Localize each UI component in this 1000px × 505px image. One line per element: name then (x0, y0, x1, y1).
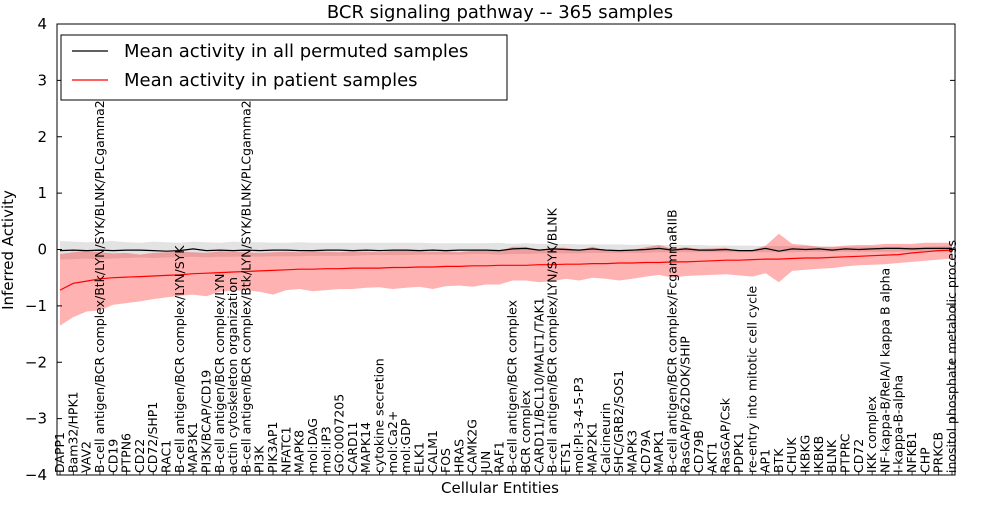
band-series-1 (60, 233, 952, 326)
category-label: B-cell antigen/BCR complex/LYN (212, 274, 227, 474)
category-label: HRAS (451, 439, 466, 473)
category-label: CD72/SHP1 (145, 402, 160, 473)
category-label: CHUK (784, 437, 799, 473)
category-label: RAC1 (159, 440, 174, 473)
line-series-0 (59, 247, 952, 252)
y-axis-label: Inferred Activity (0, 190, 17, 310)
legend-label-permuted: Mean activity in all permuted samples (124, 41, 468, 62)
chart-title: BCR signaling pathway -- 365 samples (327, 2, 673, 23)
y-tick-label: −3 (25, 410, 47, 428)
category-label: mol:Ca2+ (385, 411, 400, 473)
category-label: CD79B (691, 430, 706, 473)
y-tick-label: 0 (37, 241, 47, 259)
category-label: RAF1 (491, 441, 506, 473)
category-label: NFATC1 (278, 426, 293, 473)
category-label: JUN (478, 451, 493, 474)
y-tick-label: 4 (37, 15, 47, 33)
category-label: AKT1 (704, 442, 719, 473)
category-label: IKBKB (811, 436, 826, 473)
category-label: mol:DAG (305, 418, 320, 473)
category-label: CD72 (851, 439, 866, 473)
category-label: BLNK (824, 439, 839, 473)
category-label: mol:IP3 (318, 426, 333, 473)
category-label: PIK3AP1 (265, 422, 280, 473)
category-label: PTPN6 (119, 433, 134, 473)
category-label: CARD11 (345, 422, 360, 474)
category-label: Calcineurin (598, 403, 613, 473)
y-tick-label: −2 (25, 353, 47, 371)
category-label: MAP2K1 (585, 422, 600, 473)
lines-layer (59, 247, 953, 291)
y-tick-label: 3 (37, 71, 47, 89)
category-label: PTPRC (838, 433, 853, 473)
category-label: mol:GDP (398, 418, 413, 473)
category-label: MAPK3 (625, 430, 640, 473)
category-label: MAPK8 (292, 430, 307, 473)
category-label: AP1 (758, 449, 773, 473)
category-label: Bam32/HPK1 (65, 391, 80, 473)
category-label: SHC/GRB2/SOS1 (611, 370, 626, 473)
category-label: ELK1 (412, 442, 427, 473)
category-label: CHP (917, 447, 932, 473)
category-label: PDPK1 (731, 432, 746, 473)
category-label: CARD11/BCL10/MALT1/TAK1 (531, 297, 546, 473)
axes-layer: −4 −3 −2 −1 0 1 2 3 4 (25, 15, 956, 484)
category-label: CD22 (132, 439, 147, 473)
category-label: inositol phosphate metabolic process (944, 240, 959, 473)
legend-label-patient: Mean activity in patient samples (124, 70, 418, 91)
category-label: B-cell antigen/BCR complex (505, 300, 520, 473)
category-label: MAPK1 (651, 430, 666, 473)
category-label: I-kappa-B-alpha (891, 375, 906, 473)
y-tick-label: 2 (37, 128, 47, 146)
category-label: MAP3K1 (185, 422, 200, 473)
category-label: B-cell antigen/BCR complex/LYN/SYK (172, 245, 187, 473)
category-label: B-cell antigen/BCR complex/LYN/SYK/BLNK (545, 207, 560, 473)
category-label: ETS1 (558, 442, 573, 473)
category-label: PI3K/BCAP/CD19 (198, 370, 213, 473)
category-label: actin cytoskeleton organization (225, 277, 240, 473)
y-tick-label: 1 (37, 184, 47, 202)
y-tick-label: −4 (25, 466, 47, 484)
category-label: B-cell antigen/BCR complex/FcgammaRIIB (664, 209, 679, 473)
category-label: RasGAP/Csk (718, 397, 733, 473)
category-label: mol:PI-3-4-5-P3 (571, 377, 586, 473)
category-label: RasGAP/p62DOK/SHIP (678, 336, 693, 473)
category-label: BTK (771, 448, 786, 473)
y-tick-label: −1 (25, 297, 47, 315)
category-label: IKBKG (798, 435, 813, 473)
category-label: NFKB1 (904, 432, 919, 473)
category-label: cytokine secretion (372, 358, 387, 473)
category-label: MAPK14 (358, 422, 373, 473)
category-label: IKK complex (864, 396, 879, 473)
category-label: DAPP1 (52, 432, 67, 473)
category-label: B-cell antigen/BCR complex/Btk/LYN/SYK/B… (238, 100, 253, 473)
category-label: PRKCB (931, 432, 946, 473)
category-label: CD19 (105, 439, 120, 473)
legend: Mean activity in all permuted samples Me… (60, 34, 508, 101)
category-label: VAV2 (79, 441, 94, 473)
category-label: CD79A (638, 430, 653, 473)
x-axis-label: Cellular Entities (441, 479, 559, 497)
category-label: B-cell antigen/BCR complex/Btk/LYN/SYK/B… (92, 100, 107, 473)
category-label: CALM1 (425, 430, 440, 473)
legend-frame (60, 34, 508, 101)
category-label: BCR complex (518, 390, 533, 473)
category-label: FOS (438, 448, 453, 473)
category-label: GO:0007205 (332, 394, 347, 473)
category-label: CAMK2G (465, 419, 480, 473)
category-label: NF-kappa-B/RelA/I kappa B alpha (877, 268, 892, 473)
category-label: re-entry into mitotic cell cycle (744, 285, 759, 473)
category-label: PI3K (252, 445, 267, 473)
line-series-1 (59, 249, 953, 291)
